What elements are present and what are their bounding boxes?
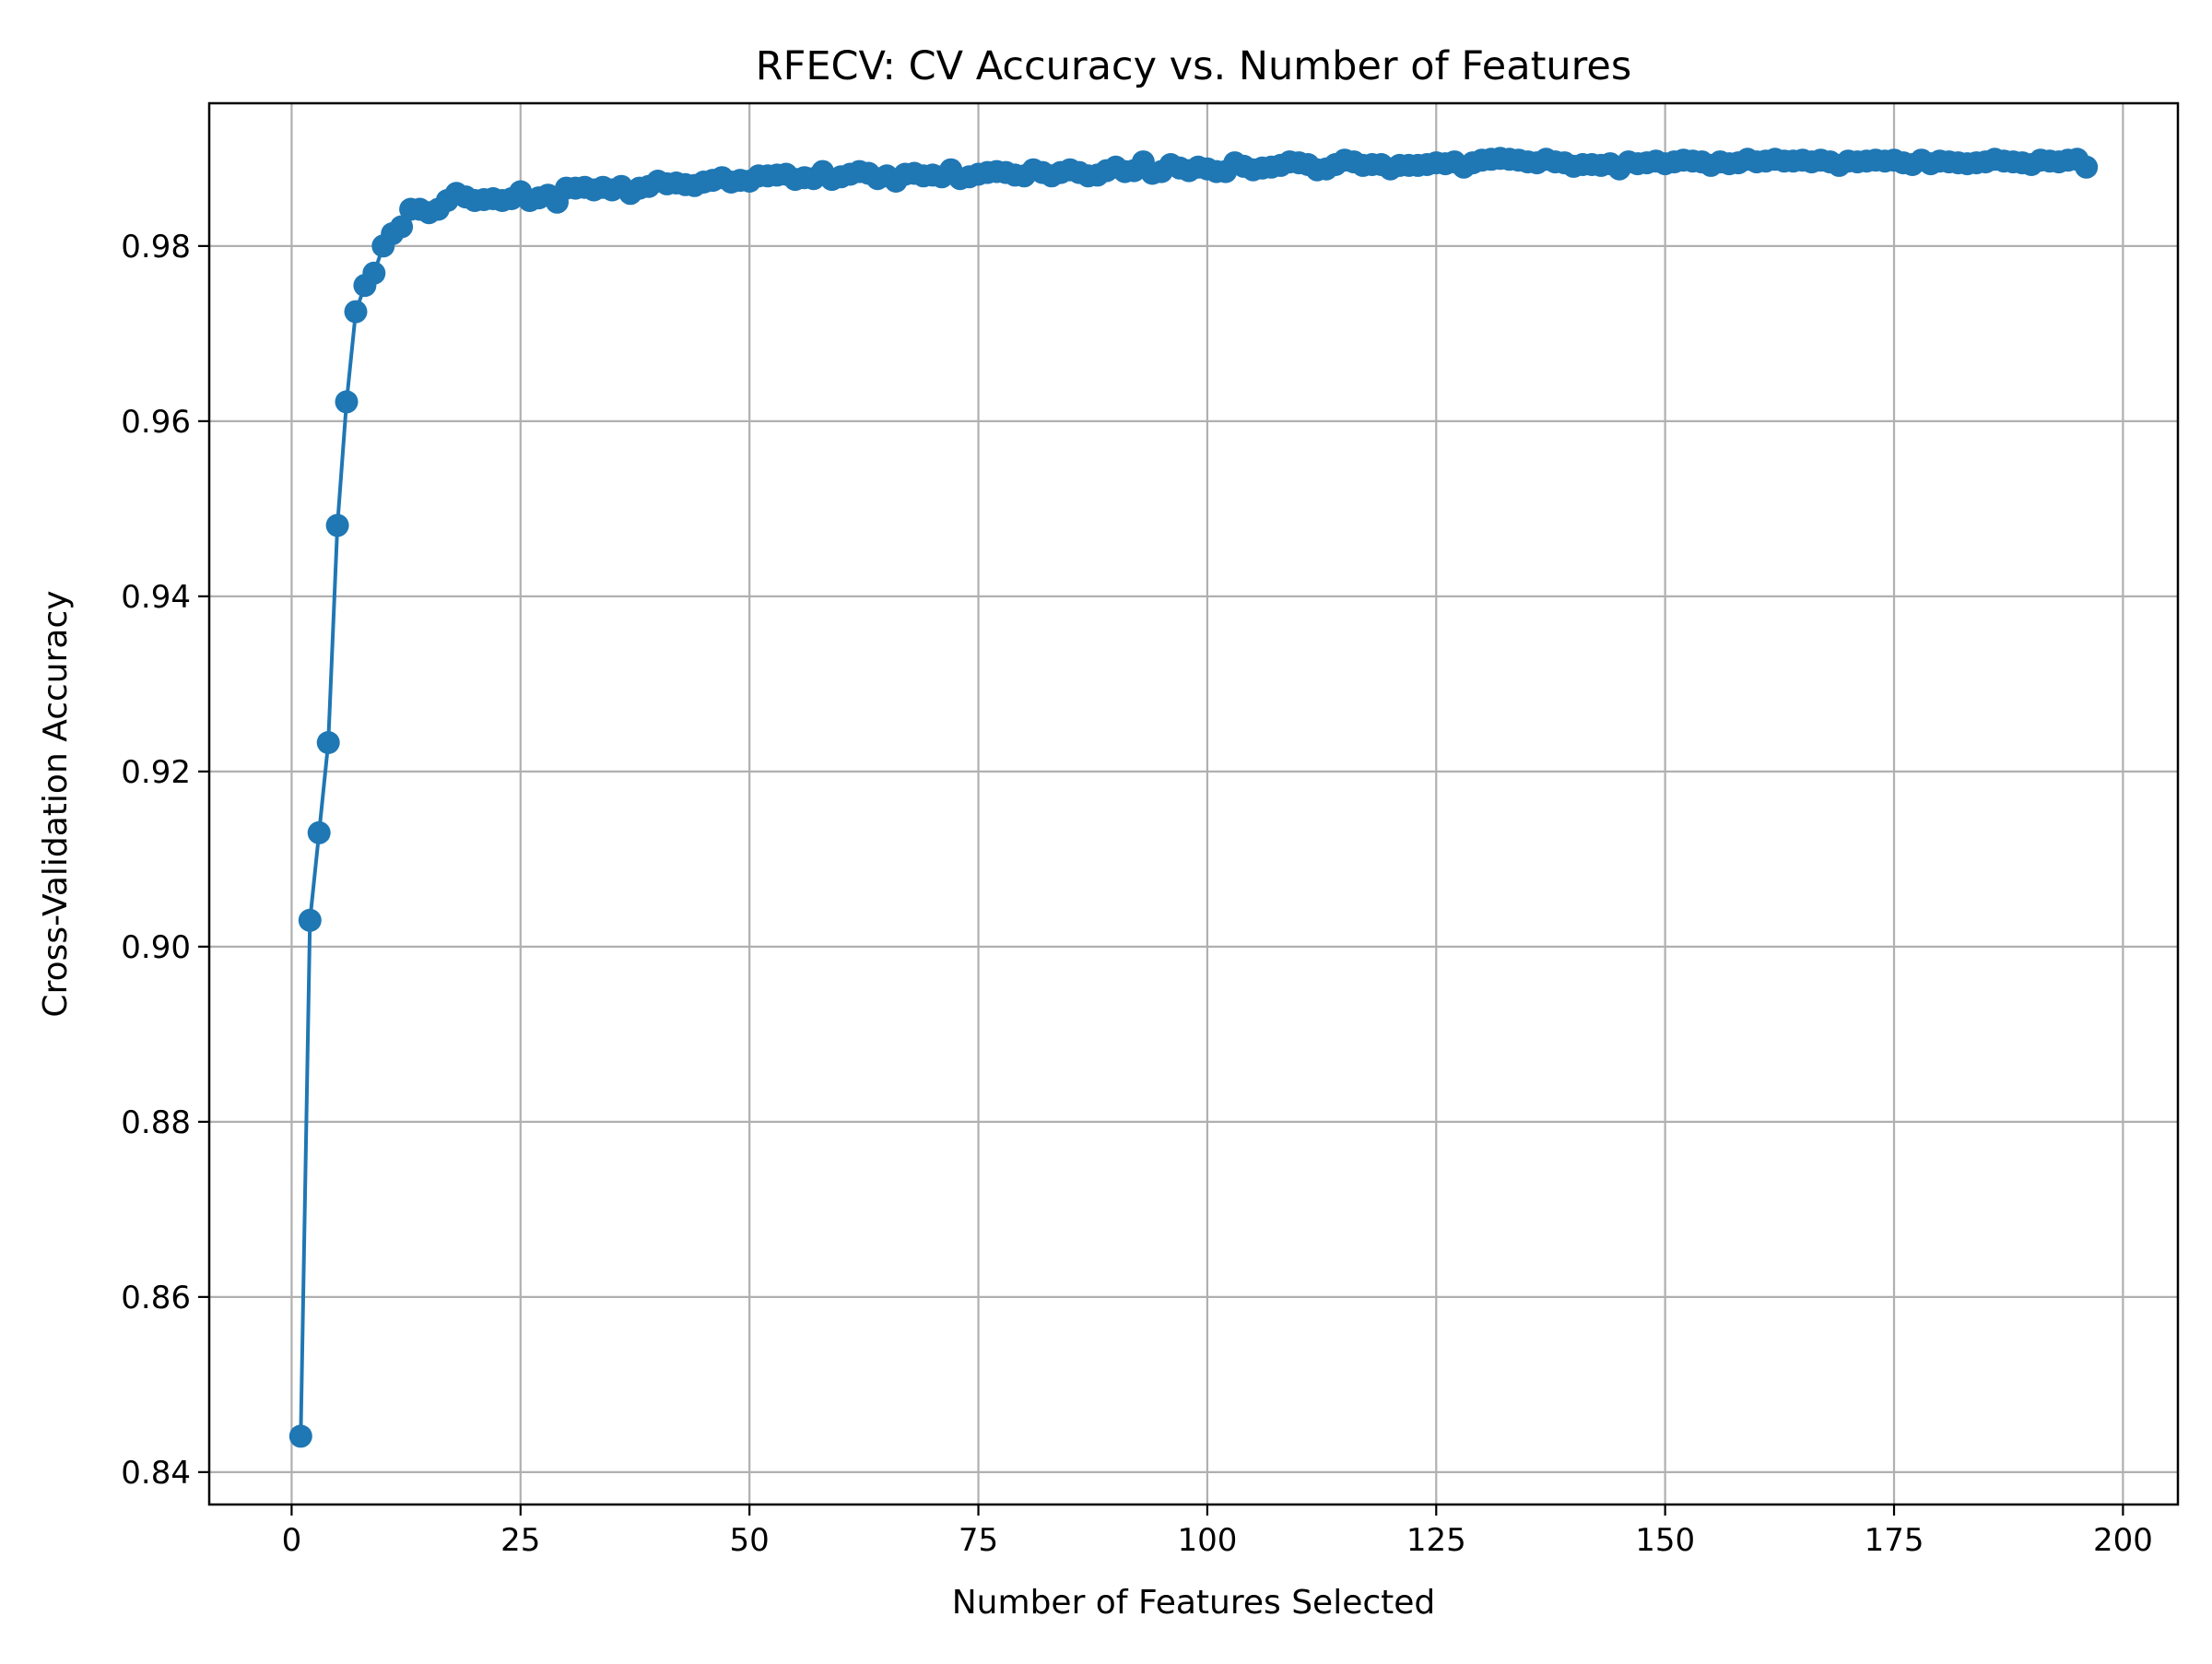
x-axis-label: Number of Features Selected	[952, 1584, 1436, 1622]
data-point	[344, 300, 368, 324]
x-tick-label: 100	[1177, 1522, 1237, 1559]
y-tick-label: 0.94	[121, 579, 191, 616]
x-tick-label: 50	[730, 1522, 770, 1559]
data-point	[288, 1424, 312, 1448]
x-tick-label: 75	[959, 1522, 998, 1559]
x-tick-label: 125	[1406, 1522, 1466, 1559]
data-point	[362, 261, 386, 285]
plot-frame	[207, 101, 2180, 1506]
x-tick-label: 150	[1635, 1522, 1695, 1559]
data-point	[307, 820, 331, 844]
data-point	[325, 513, 349, 537]
y-tick-label: 0.96	[121, 404, 191, 441]
y-axis-label: Cross-Validation Accuracy	[37, 590, 75, 1017]
y-tick-label: 0.86	[121, 1280, 191, 1316]
data-point	[390, 215, 414, 239]
y-tick-label: 0.92	[121, 754, 191, 791]
tick-layer: 0 25 50 75 100 125 150 175 200 0.84 0.86 0.88 0.90 0.…	[121, 229, 2153, 1559]
data-point	[316, 731, 340, 754]
marker-layer	[288, 147, 2099, 1448]
y-tick-label: 0.98	[121, 229, 191, 266]
y-tick-label: 0.90	[121, 929, 191, 966]
x-tick-label: 0	[282, 1522, 302, 1559]
data-point	[298, 908, 322, 932]
grid-layer	[209, 103, 2178, 1505]
data-point	[335, 390, 359, 414]
x-tick-label: 175	[1865, 1522, 1924, 1559]
chart-title: RFECV: CV Accuracy vs. Number of Feature…	[756, 43, 1632, 89]
x-tick-label: 200	[2093, 1522, 2153, 1559]
line-layer	[299, 156, 2088, 1436]
y-tick-label: 0.84	[121, 1455, 191, 1492]
x-tick-label: 25	[500, 1522, 540, 1559]
data-point	[2075, 155, 2099, 179]
series-line	[299, 156, 2088, 1436]
y-tick-label: 0.88	[121, 1104, 191, 1141]
